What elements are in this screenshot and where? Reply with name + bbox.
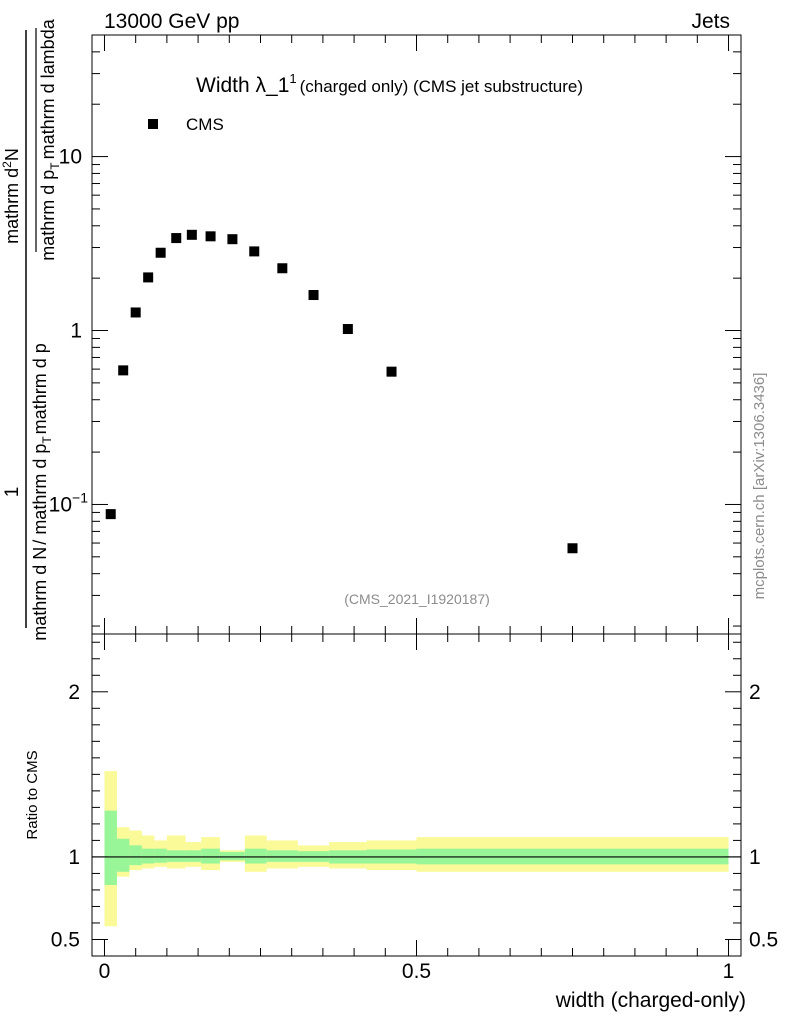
cms-data-point	[186, 229, 197, 240]
ratio-y-tick-labels: 0.5 0.5 1 1 2 2	[51, 681, 778, 952]
cms-data-point	[308, 290, 319, 301]
source-label: mcplots.cern.ch [arXiv:1306.3436]	[751, 373, 768, 600]
main-y-tick-labels: 10−1 1 10	[49, 146, 89, 517]
category-label: Jets	[691, 10, 730, 33]
ratio-band-inner	[219, 851, 245, 861]
ratio-y-tick-label-right: 2	[749, 681, 761, 704]
ylabel-denominator-2: mathrm d pTmathrm d lambda	[38, 18, 62, 260]
ylabel-numerator-one: 1	[2, 487, 23, 498]
main-y-tick-label: 10−1	[49, 489, 89, 516]
ratio-uncertainty-bands	[104, 771, 729, 927]
main-y-tick-label: 10	[59, 146, 82, 169]
ylabel-numerator-2: mathrm d2N	[0, 148, 22, 244]
ylabel-denominator-1: mathrm d N/ mathrm d pTmathrm d p	[30, 343, 54, 640]
cms-data-point	[277, 263, 288, 274]
cms-data-point	[205, 231, 216, 242]
x-tick-label: 1	[723, 960, 735, 983]
legend-label-cms: CMS	[186, 115, 224, 134]
cms-data-point	[155, 247, 166, 258]
ratio-band-inner	[129, 845, 142, 866]
main-y-ticks	[92, 34, 741, 634]
main-y-tick-label: 1	[70, 320, 82, 343]
ratio-band-inner	[266, 850, 298, 862]
x-tick-labels: 0 0.5 1	[99, 960, 735, 983]
energy-label: 13000 GeV pp	[104, 10, 239, 33]
legend-marker-cms	[148, 119, 158, 129]
ratio-y-tick-label-left: 0.5	[51, 928, 80, 951]
ratio-band-inner	[185, 850, 202, 862]
cms-data-point	[249, 246, 260, 257]
ratio-band-inner	[166, 850, 186, 862]
analysis-id-label: (CMS_2021_I1920187)	[344, 591, 490, 607]
x-axis-label: width (charged-only)	[555, 989, 746, 1012]
ratio-band-inner	[244, 848, 267, 864]
cms-data-point	[171, 233, 182, 244]
ratio-panel-frame	[91, 633, 742, 957]
ratio-y-tick-label-right: 0.5	[749, 928, 778, 951]
cms-data-point	[386, 366, 397, 377]
cms-data-point	[567, 543, 578, 554]
ratio-band-inner	[154, 848, 167, 863]
ratio-y-tick-label-left: 1	[68, 846, 80, 869]
ratio-ticks	[92, 634, 741, 956]
ratio-band-inner	[116, 838, 130, 872]
cms-data-point	[130, 307, 141, 318]
cms-data-points	[105, 229, 578, 554]
cms-data-point	[227, 234, 238, 245]
cms-data-point	[342, 324, 353, 335]
ratio-y-tick-label-right: 1	[749, 846, 761, 869]
ratio-band-inner	[104, 810, 117, 885]
x-tick-label: 0	[99, 960, 111, 983]
x-tick-label: 0.5	[402, 960, 431, 983]
cms-data-point	[105, 509, 116, 520]
ratio-band-inner	[141, 848, 155, 864]
main-title: Width λ_11 (charged only) (CMS jet substr…	[196, 71, 583, 97]
ratio-y-tick-label-left: 2	[68, 681, 80, 704]
cms-data-point	[118, 365, 129, 376]
ratio-y-axis-label: Ratio to CMS	[24, 750, 41, 839]
cms-data-point	[143, 272, 154, 283]
main-y-axis-label: 1 mathrm d N/ mathrm d pTmathrm d p math…	[0, 18, 62, 640]
ratio-band-inner	[201, 848, 220, 864]
